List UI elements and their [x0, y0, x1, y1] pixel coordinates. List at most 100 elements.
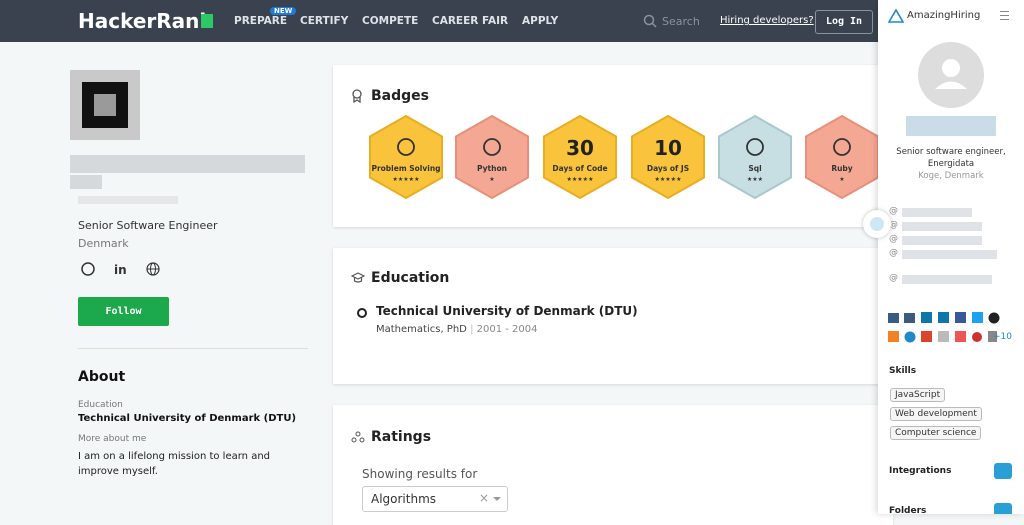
education-icon	[351, 272, 365, 283]
badge[interactable]: 10 Days of JS ★★★★★	[631, 115, 705, 200]
logo[interactable]: HackerRank	[78, 9, 213, 33]
contact-symbol: @	[889, 248, 898, 258]
ratings-icon	[351, 431, 365, 443]
contact-symbol: @	[889, 234, 898, 244]
badge-icon	[483, 138, 501, 156]
social-icons[interactable]: in	[80, 261, 170, 277]
nav-item[interactable]: COMPETE	[362, 15, 419, 27]
badge-stars: ★★★★★	[655, 176, 682, 183]
badge-name: Python	[477, 164, 507, 173]
badge-stars: ★★★	[747, 176, 763, 183]
showing-label: Showing results for	[362, 467, 478, 481]
badge[interactable]: Sql ★★★	[718, 115, 792, 200]
badge[interactable]: Python ★	[455, 115, 529, 200]
top-nav: HackerRank NEW Search Hiring developers?…	[0, 0, 1024, 42]
timeline-dot	[357, 308, 367, 318]
about-heading: About	[78, 369, 126, 385]
badge-hexagon	[455, 115, 529, 200]
badge-icon	[833, 138, 851, 156]
brand: AmazingHiring	[907, 10, 981, 21]
skills-heading: Skills	[889, 366, 917, 376]
contact-redacted	[902, 236, 982, 245]
nav-item[interactable]: PREPARE	[234, 15, 288, 27]
contact-redacted	[902, 250, 997, 259]
education-detail: Mathematics, PhD | 2001 - 2004	[376, 324, 538, 335]
svg-text:in: in	[114, 263, 127, 277]
badge-name: Days of Code	[552, 164, 607, 173]
hiring-link[interactable]: Hiring developers?	[720, 15, 814, 26]
badge-stars: ★	[839, 176, 844, 183]
badges-card: Badges Problem Solving ★★★★★ Python ★ 30 Days…	[333, 65, 893, 227]
sidebar-location: Koge, Denmark	[918, 171, 984, 181]
years: 2001 - 2004	[476, 324, 538, 335]
profile-title: Senior Software Engineer	[78, 219, 218, 232]
badge-stars: ★	[489, 176, 494, 183]
badge[interactable]: Ruby ★	[805, 115, 879, 200]
collapse-toggle[interactable]	[863, 210, 891, 238]
badge-name: Ruby	[831, 164, 852, 173]
badge-name: Days of JS	[647, 164, 689, 173]
skill-chip[interactable]: Web development	[890, 407, 982, 421]
folders-heading: Folders	[889, 506, 927, 514]
badge-number: 10	[654, 136, 682, 160]
skill-chip[interactable]: Computer science	[890, 426, 982, 440]
badge-hexagon	[631, 115, 705, 200]
nav-item[interactable]: CAREER FAIR	[432, 15, 509, 27]
folders-button[interactable]	[994, 503, 1012, 514]
education-value: Technical University of Denmark (DTU)	[78, 413, 297, 424]
more-value: I am on a lifelong mission to learn and …	[78, 451, 271, 477]
contact-symbol: @	[889, 220, 898, 230]
more-label: More about me	[78, 434, 147, 444]
select-clear[interactable]: ×	[479, 491, 490, 505]
badge-stars: ★★★★★	[567, 176, 594, 183]
profile-location: Denmark	[78, 237, 129, 250]
new-badge: NEW	[270, 7, 297, 15]
badge-stars: ★★★★★	[393, 176, 420, 183]
amazinghiring-panel: AmazingHiring Senior software engineer, …	[878, 0, 1024, 514]
badge-hexagon	[805, 115, 879, 200]
education-heading: Education	[371, 270, 450, 286]
menu-button[interactable]	[1000, 11, 1009, 20]
sidebar-avatar	[918, 42, 984, 108]
badge-number: 30	[566, 136, 594, 160]
contact-symbol: @	[889, 273, 898, 283]
contact-redacted	[902, 208, 972, 217]
more-links[interactable]: +10	[993, 332, 1012, 342]
skill-chip[interactable]: JavaScript	[890, 388, 946, 402]
badge-icon	[397, 138, 415, 156]
ratings-heading: Ratings	[371, 429, 432, 445]
follow-button[interactable]: Follow	[78, 297, 169, 326]
ratings-card: Ratings Showing results for Algorithms ×	[333, 405, 893, 525]
search-input[interactable]: Search	[662, 15, 700, 28]
select-value: Algorithms	[371, 492, 437, 506]
badge-icon	[352, 89, 362, 103]
badge-hexagon	[718, 115, 792, 200]
badge[interactable]: Problem Solving ★★★★★	[369, 115, 443, 200]
badge-name: Problem Solving	[371, 164, 440, 173]
contact-redacted	[902, 222, 982, 231]
integrations-heading: Integrations	[889, 466, 952, 476]
avatar	[70, 70, 140, 140]
login-button[interactable]: Log In	[815, 10, 873, 34]
badge-name: Sql	[748, 164, 761, 173]
school: Technical University of Denmark (DTU)	[376, 304, 638, 318]
contact-redacted	[902, 275, 992, 284]
integrations-button[interactable]	[994, 463, 1012, 479]
badge[interactable]: 30 Days of Code ★★★★★	[543, 115, 617, 200]
nav-item[interactable]: APPLY	[522, 15, 559, 27]
education-label: Education	[78, 400, 123, 410]
divider	[78, 348, 308, 349]
track-select[interactable]: Algorithms ×	[362, 486, 508, 512]
brand-logo	[888, 9, 904, 23]
logo-mark	[201, 14, 213, 28]
separator: |	[470, 324, 474, 335]
education-card: Education Technical University of Denmar…	[333, 248, 893, 384]
nav-item[interactable]: CERTIFY	[300, 15, 349, 27]
select-arrow[interactable]	[493, 497, 501, 505]
search-icon[interactable]	[643, 14, 657, 28]
badges-heading: Badges	[371, 88, 429, 104]
badge-hexagon	[543, 115, 617, 200]
badge-hexagon	[369, 115, 443, 200]
sidebar-title: Senior software engineer, Energidata	[896, 147, 1006, 169]
profile-links[interactable]	[888, 311, 1018, 345]
